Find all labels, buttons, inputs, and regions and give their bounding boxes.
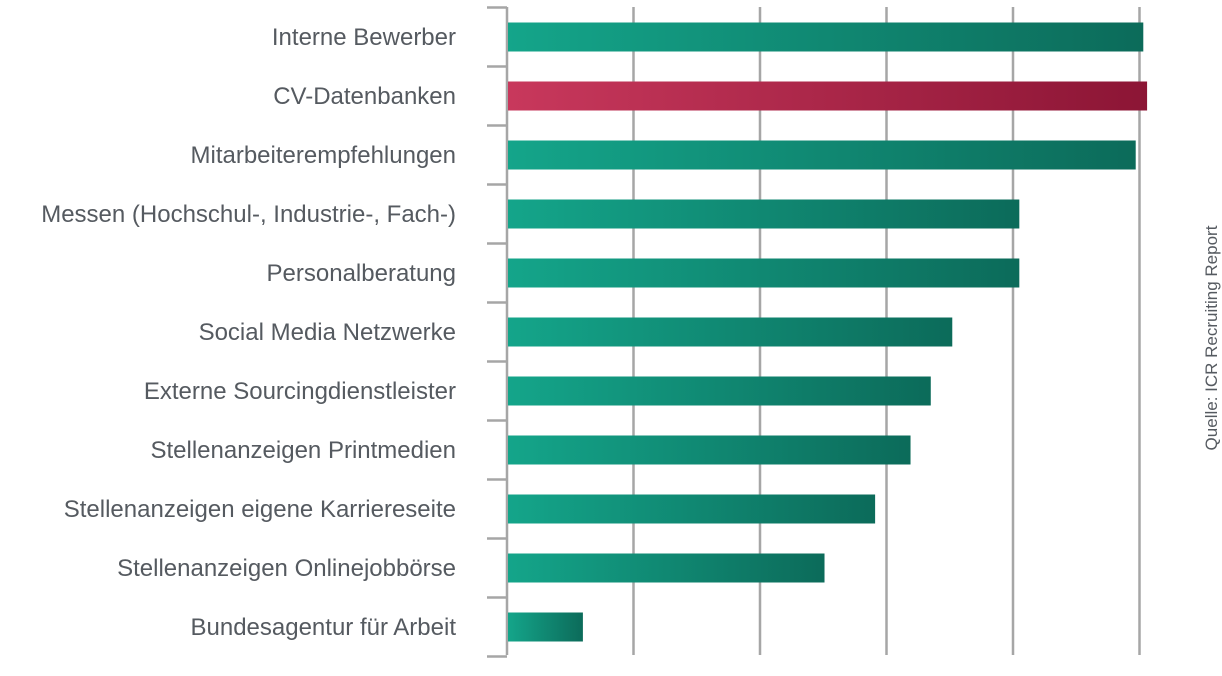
category-label: Stellenanzeigen Printmedien (150, 437, 456, 464)
bar (508, 258, 1020, 288)
y-axis (487, 6, 509, 658)
category-labels: Interne Bewerber CV-Datenbanken Mitarbeite… (41, 24, 456, 641)
bar (508, 494, 876, 524)
category-label: Interne Bewerber (272, 24, 456, 51)
bars (508, 22, 1148, 642)
bar (508, 317, 953, 347)
category-label: Bundesagentur für Arbeit (190, 614, 456, 641)
bar (508, 140, 1136, 170)
bar (508, 22, 1144, 52)
category-label: Stellenanzeigen eigene Karriereseite (64, 496, 456, 523)
category-label: CV-Datenbanken (273, 83, 456, 110)
category-label: Messen (Hochschul-, Industrie-, Fach-) (41, 201, 456, 228)
bar (508, 435, 911, 465)
bar (508, 81, 1148, 111)
category-label: Mitarbeiterempfehlungen (191, 142, 457, 169)
source-note: Quelle: ICR Recruiting Report (1202, 225, 1221, 450)
category-label: Stellenanzeigen Onlinejobbörse (117, 555, 456, 582)
category-label: Externe Sourcingdienstleister (144, 378, 456, 405)
bar (508, 612, 583, 642)
bar (508, 199, 1020, 229)
category-label: Social Media Netzwerke (199, 319, 456, 346)
bar (508, 553, 825, 583)
bar (508, 376, 931, 406)
category-label: Personalberatung (267, 260, 456, 287)
